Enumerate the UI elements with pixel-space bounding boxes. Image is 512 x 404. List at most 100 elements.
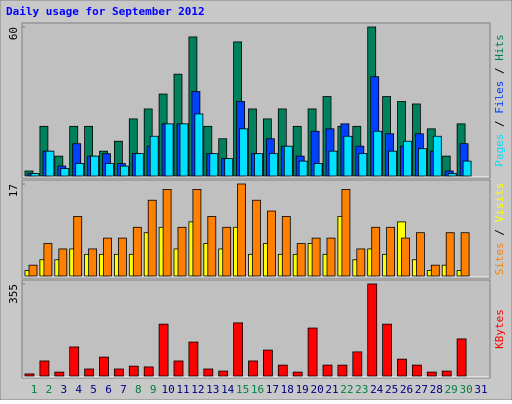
x-tick-label: 17 bbox=[266, 383, 279, 396]
bar bbox=[30, 173, 40, 177]
bar bbox=[341, 189, 351, 277]
legend-entry: Files bbox=[493, 81, 506, 114]
bar bbox=[60, 168, 70, 177]
x-tick-label: 19 bbox=[296, 383, 309, 396]
bar bbox=[382, 323, 393, 377]
bar bbox=[462, 160, 472, 177]
bar bbox=[417, 148, 427, 177]
bar bbox=[149, 135, 159, 177]
bar bbox=[203, 368, 214, 377]
bar bbox=[322, 364, 333, 377]
bar bbox=[128, 365, 139, 377]
bar bbox=[233, 322, 244, 377]
bar bbox=[313, 163, 323, 177]
bar bbox=[411, 364, 422, 377]
y-tick-label: 60 bbox=[7, 27, 20, 40]
x-tick-label: 15 bbox=[236, 383, 249, 396]
bar bbox=[239, 128, 249, 177]
legend: KBytes bbox=[493, 309, 506, 349]
bar bbox=[326, 237, 336, 277]
bar bbox=[103, 237, 112, 277]
x-tick-label: 27 bbox=[415, 383, 428, 396]
x-tick-label: 22 bbox=[340, 383, 353, 396]
bar bbox=[254, 153, 263, 177]
bar bbox=[88, 248, 97, 277]
x-tick-label: 20 bbox=[310, 383, 323, 396]
x-tick-label: 28 bbox=[430, 383, 443, 396]
bar bbox=[73, 216, 83, 277]
bar bbox=[281, 216, 291, 277]
bar bbox=[207, 216, 217, 277]
bar bbox=[268, 153, 278, 177]
bar bbox=[432, 135, 442, 177]
bar bbox=[143, 366, 154, 377]
x-tick-label: 23 bbox=[355, 383, 368, 396]
bar bbox=[447, 173, 457, 177]
bar bbox=[277, 364, 288, 377]
bar bbox=[401, 237, 410, 277]
legend-entry: Pages bbox=[493, 134, 506, 167]
bar bbox=[266, 210, 276, 277]
bar bbox=[367, 283, 378, 377]
legend-separator: / bbox=[493, 222, 506, 242]
bar bbox=[158, 323, 169, 377]
x-tick-label: 11 bbox=[176, 383, 189, 396]
x-tick-label: 2 bbox=[46, 383, 53, 396]
bar bbox=[403, 140, 412, 177]
x-tick-label: 31 bbox=[474, 383, 487, 396]
bar bbox=[99, 356, 109, 377]
x-tick-label: 9 bbox=[150, 383, 157, 396]
x-tick-label: 25 bbox=[385, 383, 398, 396]
bar bbox=[105, 163, 114, 177]
x-tick-label: 30 bbox=[459, 383, 472, 396]
y-tick-label: 355 bbox=[7, 284, 20, 304]
x-tick-label: 3 bbox=[60, 383, 67, 396]
bar bbox=[386, 226, 396, 277]
bar bbox=[292, 371, 303, 377]
bar bbox=[209, 153, 219, 177]
bar bbox=[237, 183, 247, 277]
bar bbox=[426, 371, 437, 377]
bar bbox=[397, 358, 407, 377]
x-tick-label: 18 bbox=[281, 383, 294, 396]
chart-title: Daily usage for September 2012 bbox=[6, 5, 205, 18]
bar bbox=[132, 226, 142, 277]
bar bbox=[296, 243, 306, 277]
bar bbox=[283, 145, 293, 177]
bar bbox=[179, 123, 189, 177]
bar bbox=[90, 155, 99, 177]
x-tick-label: 10 bbox=[161, 383, 174, 396]
x-tick-label: 4 bbox=[75, 383, 82, 396]
bar bbox=[262, 349, 273, 377]
bar bbox=[177, 226, 187, 277]
bar bbox=[460, 232, 470, 277]
legend-separator: / bbox=[493, 114, 506, 134]
legend: Pages / Files / Hits bbox=[493, 34, 506, 167]
y-tick-label: 17 bbox=[7, 184, 20, 197]
x-tick-label: 12 bbox=[191, 383, 204, 396]
bar bbox=[373, 130, 383, 177]
bar bbox=[445, 232, 455, 277]
bar bbox=[358, 153, 368, 177]
bar bbox=[45, 150, 55, 177]
bar bbox=[75, 163, 85, 177]
x-tick-label: 21 bbox=[325, 383, 338, 396]
bar bbox=[252, 199, 261, 277]
bar bbox=[343, 135, 353, 177]
bar bbox=[173, 360, 184, 377]
bar bbox=[307, 327, 318, 377]
bar bbox=[388, 150, 398, 177]
bar bbox=[328, 150, 338, 177]
bar bbox=[430, 264, 440, 277]
x-tick-label: 13 bbox=[206, 383, 219, 396]
bar bbox=[69, 346, 80, 377]
bar bbox=[188, 341, 199, 377]
bar bbox=[222, 226, 232, 277]
bar bbox=[298, 160, 308, 177]
legend-entry: Sites bbox=[493, 242, 506, 275]
x-tick-label: 14 bbox=[221, 383, 235, 396]
bar bbox=[114, 368, 124, 377]
bar bbox=[248, 360, 258, 377]
bar bbox=[192, 189, 202, 277]
